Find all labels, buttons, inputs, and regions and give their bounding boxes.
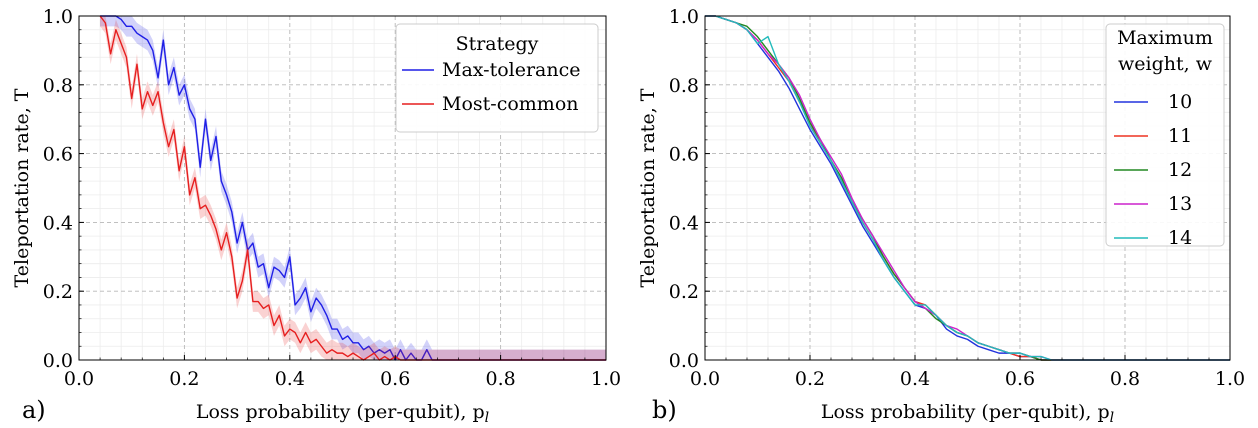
legend-entry-label: Most-common [442,93,579,115]
y-tick-label: 1.0 [43,6,73,28]
y-tick-label: 0.6 [43,144,73,166]
legend-entry-label: 13 [1168,193,1192,215]
x-tick-label: 0.0 [690,368,720,390]
chart-panel-b: 0.0 0.2 0.4 0.6 0.8 1.0 0.0 0.2 0.4 0.6 0.8 1.0 Loss… [637,6,1245,426]
legend-entry-label: Max-tolerance [442,59,581,81]
x-tick-label: 0.2 [795,368,825,390]
y-tick-label: 0.2 [669,281,699,303]
x-tick-label: 0.6 [1005,368,1035,390]
axes-frame [704,15,1231,361]
legend: Maximum weight, w 10 11 12 13 14 [1105,23,1225,249]
legend-title: Strategy [456,33,539,55]
series-line-most-common [99,15,606,361]
y-tick-label: 0.6 [669,144,699,166]
series-band-max-tolerance [100,16,606,360]
legend-title: Maximum [1117,27,1213,49]
y-axis-label: Teleportation rate, T [11,88,33,287]
x-tick-label: 1.0 [591,368,621,390]
series-line-max-tolerance [100,15,606,361]
legend-entry-label: 11 [1168,125,1192,147]
series-line-14 [705,15,1230,361]
legend-box [1105,23,1225,247]
x-tick-label: 0.8 [485,368,515,390]
legend-entry-label: 10 [1168,91,1192,113]
x-tick-label: 1.0 [1215,368,1245,390]
chart-panel-a: 0.0 0.2 0.4 0.6 0.8 1.0 0.0 0.2 0.4 0.6 0.8 1.0 Loss… [11,6,621,426]
x-tick-label: 0.8 [1110,368,1140,390]
y-tick-label: 0.8 [669,75,699,97]
y-tick-label: 0.4 [43,212,73,234]
series-group [99,15,606,361]
legend-entry-label: 12 [1168,159,1192,181]
panel-label: b) [652,396,677,424]
y-axis-label: Teleportation rate, T [637,88,659,287]
y-tick-label: 0.0 [43,350,73,372]
x-tick-label: 0.2 [169,368,199,390]
x-tick-label: 0.0 [64,368,94,390]
y-tick-label: 0.8 [43,75,73,97]
x-tick-label: 0.6 [380,368,410,390]
x-tick-label: 0.4 [275,368,305,390]
legend: Strategy Max-tolerance Most-common [395,23,599,133]
ticks: 0.0 0.2 0.4 0.6 0.8 1.0 0.0 0.2 0.4 0.6 0.8 1.0 [43,6,621,390]
y-tick-label: 0.4 [669,212,699,234]
x-axis-label: Loss probability (per-qubit), pl [196,401,489,426]
axes-frame [78,15,607,361]
series-group [705,15,1230,361]
y-tick-label: 0.2 [43,281,73,303]
x-axis-label: Loss probability (per-qubit), pl [821,401,1114,426]
legend-title: weight, w [1118,53,1213,75]
x-tick-label: 0.4 [900,368,930,390]
legend-entry-label: 14 [1168,227,1192,249]
y-tick-label: 0.0 [669,350,699,372]
panel-label: a) [22,396,46,424]
y-tick-label: 1.0 [669,6,699,28]
ticks: 0.0 0.2 0.4 0.6 0.8 1.0 0.0 0.2 0.4 0.6 0.8 1.0 [669,6,1245,390]
legend-box [395,23,599,133]
